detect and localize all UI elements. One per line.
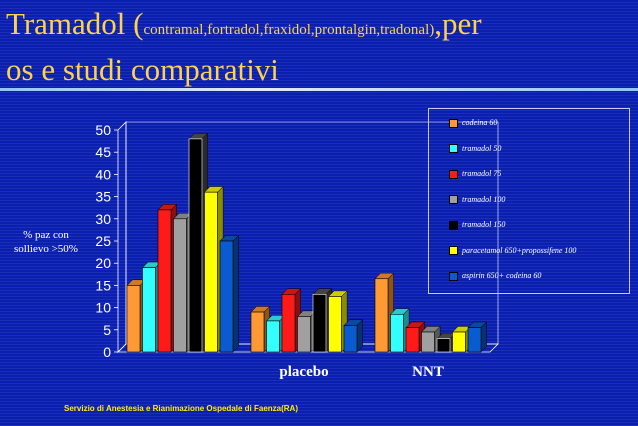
x-tick-label: placebo	[279, 364, 328, 380]
bar-front	[390, 313, 404, 353]
footer-text: Servizio di Anestesia e Rianimazione Osp…	[64, 404, 298, 413]
bar-front	[405, 327, 420, 353]
bar	[219, 234, 240, 353]
bar-front	[142, 267, 156, 353]
y-tick-label: 5	[103, 322, 111, 338]
legend-label: codeina 60	[462, 118, 498, 127]
bar	[467, 321, 488, 353]
bar-front	[157, 209, 172, 353]
bar-front	[204, 191, 218, 353]
plot-left-wall	[117, 121, 127, 353]
bar-front	[173, 218, 187, 353]
bar-front	[374, 278, 389, 353]
chart-legend: codeina 60 tramadol 50 tramadol 75 tramadol…	[428, 108, 630, 294]
legend-label: tramadol 50	[462, 143, 502, 153]
legend-swatch	[449, 271, 458, 281]
y-tick-label: 10	[95, 300, 111, 316]
title-per: ,per	[434, 6, 482, 41]
title-brands: contramal,fortradol,fraxidol,prontalgin,…	[143, 22, 435, 38]
legend-item: tramadol 150	[449, 219, 505, 231]
y-tick-label: 30	[95, 211, 111, 227]
legend-label: aspirin 650+ codeina 60	[462, 271, 542, 280]
bar-side	[232, 234, 239, 353]
legend-swatch	[449, 220, 458, 230]
bar-front	[266, 320, 280, 353]
legend-swatch	[449, 246, 458, 256]
legend-swatch	[449, 144, 458, 154]
y-tick-label: 40	[95, 166, 111, 182]
bar-front	[452, 331, 466, 353]
y-tick-label: 0	[103, 344, 111, 360]
title-underline	[0, 88, 638, 91]
legend-item: paracetamol 650+propossifene 100	[449, 245, 576, 257]
bar	[343, 319, 364, 353]
y-tick-label: 15	[95, 277, 111, 293]
bar-front	[250, 311, 265, 353]
y-axis-label-line2: sollievo >50%	[14, 243, 78, 255]
bar-front	[467, 327, 482, 353]
x-tick-label: NNT	[412, 364, 444, 380]
bar-front	[297, 316, 311, 353]
bar-front	[188, 138, 203, 353]
bar-front	[312, 293, 327, 353]
legend-swatch	[449, 118, 458, 128]
y-axis-label-line1: % paz con	[23, 229, 69, 241]
legend-item: tramadol 75	[449, 168, 501, 180]
title-main: Tramadol (	[6, 6, 144, 41]
y-tick-label: 50	[95, 122, 111, 138]
y-tick-label: 45	[95, 144, 111, 160]
title-line2: os e studi comparativi	[6, 52, 279, 87]
y-tick-label: 20	[95, 255, 111, 271]
bar-front	[328, 296, 342, 353]
legend-label: tramadol 150	[462, 220, 506, 229]
legend-item: aspirin 650+ codeina 60	[449, 270, 541, 282]
bar-front	[281, 293, 296, 353]
legend-swatch	[449, 169, 458, 179]
bar-front	[436, 338, 451, 353]
page-title: Tramadol (contramal,fortradol,fraxidol,p…	[6, 4, 634, 96]
legend-label: tramadol 75	[462, 169, 502, 178]
legend-item: tramadol 100	[449, 194, 505, 206]
y-tick-label: 35	[95, 189, 111, 205]
bar-front	[219, 240, 234, 353]
legend-label: tramadol 100	[462, 194, 506, 204]
y-tick-label: 25	[95, 233, 111, 249]
legend-item: codeina 60	[449, 117, 497, 129]
bar-front	[126, 285, 141, 353]
bar	[327, 290, 348, 353]
legend-label: paracetamol 650+propossifene 100	[462, 245, 577, 255]
legend-item: tramadol 50	[449, 143, 501, 155]
bar	[250, 305, 271, 353]
legend-swatch	[449, 195, 458, 205]
y-axis-label: % paz con sollievo >50%	[6, 228, 86, 256]
bar-front	[343, 325, 358, 353]
bar-front	[421, 331, 435, 353]
